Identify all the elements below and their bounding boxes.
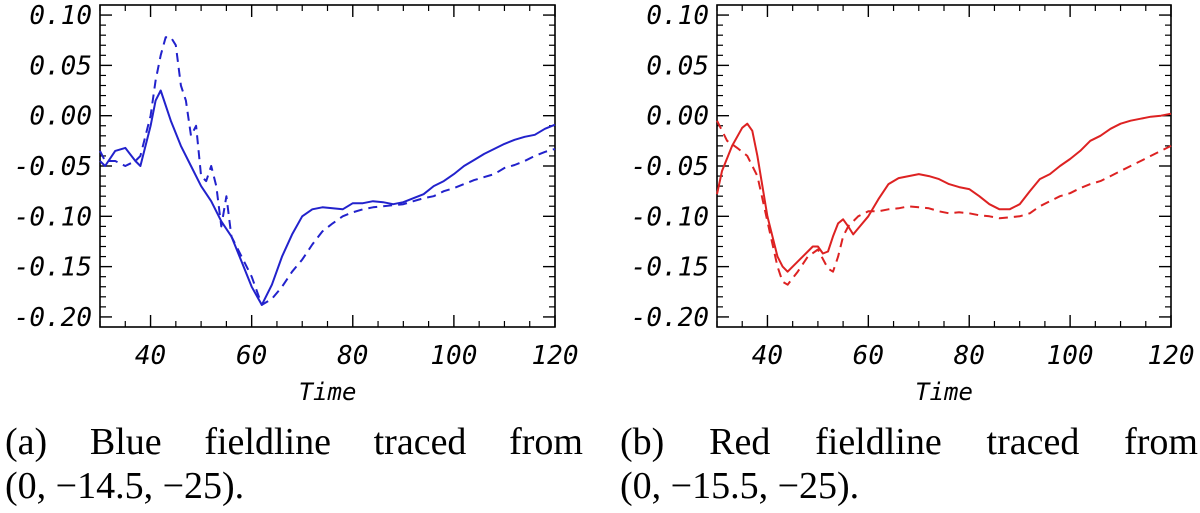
series-line-dashed (716, 120, 1172, 286)
x-tick-label: 120 (1148, 341, 1195, 371)
x-tick-label: 80 (337, 341, 368, 371)
series-line-dashed (99, 36, 556, 306)
caption-a: (a) Blue fieldline traced from (0, −14.5… (5, 420, 583, 508)
x-tick-label: 60 (853, 341, 884, 371)
x-axis-label: Time (299, 378, 357, 406)
y-tick-label: -0.20 (14, 303, 92, 333)
y-tick-label: -0.20 (631, 303, 709, 333)
series-line-solid (716, 112, 1172, 273)
y-tick-label: 0.00 (29, 102, 92, 132)
y-tick-label: 0.05 (29, 51, 92, 81)
x-tick-label: 40 (135, 341, 166, 371)
x-tick-label: 100 (1047, 341, 1094, 371)
axes-frame-b (716, 4, 1172, 328)
y-tick-label: -0.05 (14, 152, 92, 182)
caption-b-line2: (0, −15.5, −25). (620, 465, 860, 507)
x-axis-label: Time (915, 378, 973, 406)
y-tick-label: 0.10 (646, 1, 709, 31)
y-tick-label: 0.10 (29, 1, 92, 31)
series-line-solid (99, 89, 556, 306)
y-tick-label: 0.00 (646, 102, 709, 132)
x-tick-label: 80 (954, 341, 985, 371)
y-tick-label: -0.10 (631, 202, 709, 232)
axes-frame-a (99, 4, 556, 328)
x-tick-label: 100 (430, 341, 477, 371)
y-tick-label: -0.10 (14, 202, 92, 232)
caption-a-line2: (0, −14.5, −25). (5, 465, 245, 507)
panel-a-plot: 40 60 80 100 120 0.10 0.05 0.00 -0.05 -0.10 -0.15 -… (14, 1, 579, 406)
panel-b-plot: 40 60 80 100 120 0.10 0.05 0.00 -0.05 -0.10 -0.15 -… (631, 1, 1195, 406)
y-tick-label: -0.05 (631, 152, 709, 182)
x-tick-label: 40 (752, 341, 783, 371)
y-tick-label: -0.15 (14, 253, 92, 283)
caption-b-line1: (b) Red fieldline traced from (620, 421, 1198, 463)
y-tick-label: -0.15 (631, 253, 709, 283)
x-tick-label: 120 (532, 341, 579, 371)
caption-b: (b) Red fieldline traced from (0, −15.5,… (620, 420, 1198, 508)
x-tick-label: 60 (236, 341, 267, 371)
caption-a-line1: (a) Blue fieldline traced from (5, 421, 583, 463)
y-tick-label: 0.05 (646, 51, 709, 81)
